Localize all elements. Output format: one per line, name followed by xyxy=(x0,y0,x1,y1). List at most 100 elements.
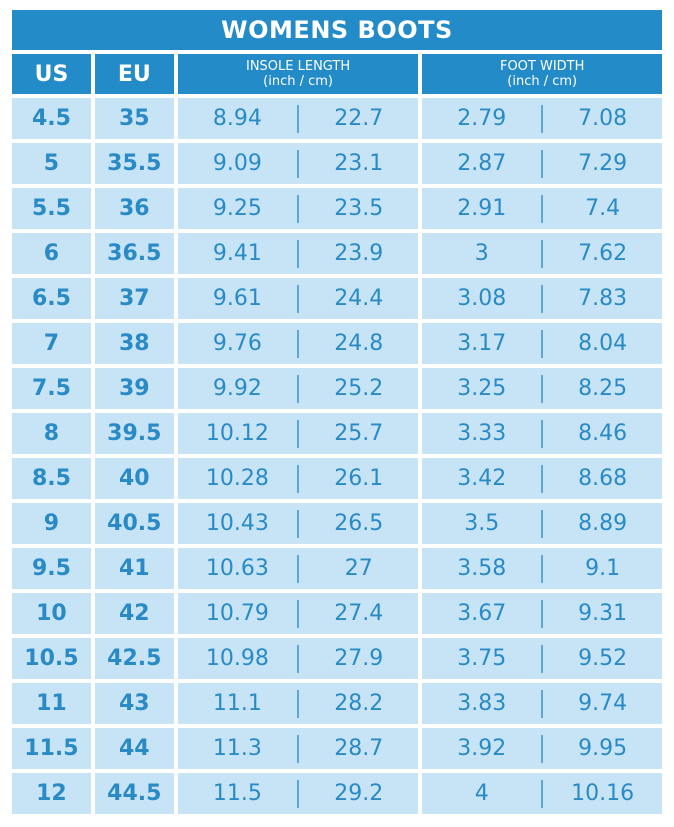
insole-inch: 10.98 xyxy=(205,646,269,671)
eu-size: 35.5 xyxy=(94,143,174,184)
width-cm: 8.46 xyxy=(578,421,628,446)
divider xyxy=(297,509,300,538)
divider xyxy=(297,599,300,628)
header-eu: EU xyxy=(94,54,174,94)
insole-cm: 25.7 xyxy=(334,421,384,446)
insole-cell: 10.12 25.7 xyxy=(177,413,419,454)
divider xyxy=(541,194,544,223)
us-size: 7 xyxy=(12,323,91,364)
width-cm: 8.89 xyxy=(578,511,628,536)
insole-cm: 23.1 xyxy=(334,151,384,176)
eu-size: 36 xyxy=(94,188,174,229)
header-insole: INSOLE LENGTH (inch / cm) xyxy=(177,54,419,94)
insole-cm: 26.1 xyxy=(334,466,384,491)
width-cm: 8.25 xyxy=(578,376,628,401)
us-size: 5 xyxy=(12,143,91,184)
table-row: 4.5 35 8.94 22.7 2.79 7.08 xyxy=(12,98,662,139)
insole-cell: 10.43 26.5 xyxy=(177,503,419,544)
insole-inch: 10.43 xyxy=(205,511,269,536)
table-row: 11.5 44 11.3 28.7 3.92 9.95 xyxy=(12,728,662,769)
eu-size: 36.5 xyxy=(94,233,174,274)
insole-cm: 25.2 xyxy=(334,376,384,401)
width-inch: 3.25 xyxy=(457,376,507,401)
us-size: 7.5 xyxy=(12,368,91,409)
insole-cm: 23.9 xyxy=(334,241,384,266)
table-row: 9 40.5 10.43 26.5 3.5 8.89 xyxy=(12,503,662,544)
insole-cell: 9.92 25.2 xyxy=(177,368,419,409)
divider xyxy=(297,554,300,583)
table-row: 12 44.5 11.5 29.2 4 10.16 xyxy=(12,773,662,814)
width-cm: 7.4 xyxy=(585,196,621,221)
eu-size: 39.5 xyxy=(94,413,174,454)
us-size: 9 xyxy=(12,503,91,544)
divider xyxy=(541,464,544,493)
divider xyxy=(297,374,300,403)
eu-size: 42.5 xyxy=(94,638,174,679)
width-inch: 3.67 xyxy=(457,601,507,626)
us-size: 8 xyxy=(12,413,91,454)
divider xyxy=(541,779,544,808)
insole-cell: 9.41 23.9 xyxy=(177,233,419,274)
divider xyxy=(541,509,544,538)
insole-inch: 9.09 xyxy=(212,151,262,176)
divider xyxy=(541,374,544,403)
us-size: 10.5 xyxy=(12,638,91,679)
eu-size: 38 xyxy=(94,323,174,364)
width-inch: 3 xyxy=(474,241,489,266)
us-size: 6.5 xyxy=(12,278,91,319)
insole-inch: 11.1 xyxy=(212,691,262,716)
insole-cell: 9.76 24.8 xyxy=(177,323,419,364)
width-inch: 3.92 xyxy=(457,736,507,761)
divider xyxy=(297,104,300,133)
insole-cm: 28.2 xyxy=(334,691,384,716)
table-row: 11 43 11.1 28.2 3.83 9.74 xyxy=(12,683,662,724)
divider xyxy=(541,329,544,358)
divider xyxy=(297,239,300,268)
width-cm: 7.83 xyxy=(578,286,628,311)
table-row: 8.5 40 10.28 26.1 3.42 8.68 xyxy=(12,458,662,499)
width-cm: 7.29 xyxy=(578,151,628,176)
table-row: 5 35.5 9.09 23.1 2.87 7.29 xyxy=(12,143,662,184)
insole-cm: 23.5 xyxy=(334,196,384,221)
divider xyxy=(541,599,544,628)
us-size: 4.5 xyxy=(12,98,91,139)
divider xyxy=(297,284,300,313)
width-inch: 3.17 xyxy=(457,331,507,356)
divider xyxy=(297,644,300,673)
header-row: US EU INSOLE LENGTH (inch / cm) FOOT WID… xyxy=(12,54,662,94)
insole-inch: 11.5 xyxy=(212,781,262,806)
width-cm: 9.74 xyxy=(578,691,628,716)
insole-inch: 9.41 xyxy=(212,241,262,266)
table-row: 6 36.5 9.41 23.9 3 7.62 xyxy=(12,233,662,274)
width-cm: 8.04 xyxy=(578,331,628,356)
table-row: 5.5 36 9.25 23.5 2.91 7.4 xyxy=(12,188,662,229)
divider xyxy=(297,734,300,763)
insole-inch: 11.3 xyxy=(212,736,262,761)
insole-inch: 10.28 xyxy=(205,466,269,491)
insole-inch: 10.12 xyxy=(205,421,269,446)
divider xyxy=(541,104,544,133)
table-row: 7.5 39 9.92 25.2 3.25 8.25 xyxy=(12,368,662,409)
width-inch: 3.5 xyxy=(464,511,500,536)
width-cell: 3.5 8.89 xyxy=(422,503,662,544)
width-cm: 7.62 xyxy=(578,241,628,266)
table-body: 4.5 35 8.94 22.7 2.79 7.08 5 35.5 9.09 2… xyxy=(12,98,662,814)
divider xyxy=(297,689,300,718)
us-size: 9.5 xyxy=(12,548,91,589)
insole-cm: 28.7 xyxy=(334,736,384,761)
width-inch: 3.08 xyxy=(457,286,507,311)
divider xyxy=(297,194,300,223)
us-size: 11 xyxy=(12,683,91,724)
eu-size: 39 xyxy=(94,368,174,409)
insole-inch: 9.61 xyxy=(212,286,262,311)
header-width-label: FOOT WIDTH xyxy=(499,59,585,74)
eu-size: 44 xyxy=(94,728,174,769)
width-inch: 2.79 xyxy=(457,106,507,131)
width-cell: 3 7.62 xyxy=(422,233,662,274)
insole-inch: 9.92 xyxy=(212,376,262,401)
insole-cm: 22.7 xyxy=(334,106,384,131)
width-cell: 3.67 9.31 xyxy=(422,593,662,634)
divider xyxy=(541,554,544,583)
insole-inch: 8.94 xyxy=(212,106,262,131)
insole-cell: 11.5 29.2 xyxy=(177,773,419,814)
